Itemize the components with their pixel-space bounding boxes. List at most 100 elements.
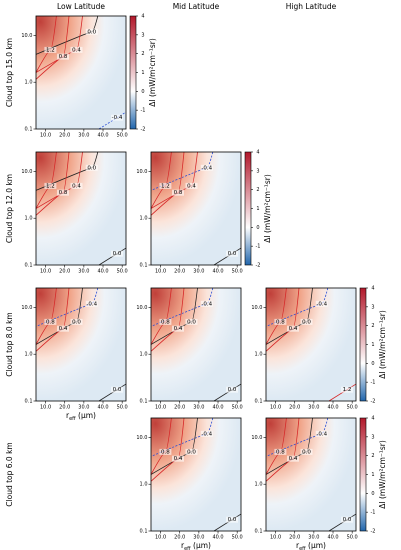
contour-label: 0.0 (87, 165, 96, 171)
colorbar-tick-label: 0 (371, 491, 374, 497)
contour-label: 0.8 (59, 54, 68, 60)
contour-label-bg (300, 318, 313, 325)
contour-label-bg (44, 318, 57, 325)
contour-label: 0.4 (289, 326, 298, 332)
colorbar-tick-label: 4 (141, 14, 144, 20)
contour-label: 0.4 (72, 183, 81, 189)
x-tick-label: 30.0 (78, 133, 89, 139)
heatmap (151, 288, 241, 401)
contour-label: 1.2 (46, 183, 55, 189)
colorbar-tick-label: 2 (371, 323, 374, 329)
contour-label: 0.0 (228, 387, 237, 393)
x-label-main: r (66, 411, 70, 420)
contour-label: -0.4 (316, 301, 327, 307)
x-axis-label: reff (μm) (66, 411, 96, 422)
y-tick-label: 10.0 (21, 33, 32, 39)
panel: -0.4 0.4 0.8 1.2 0.0 10.0 20.0 30.0 40.0 50.0 0.1 1… (136, 151, 243, 275)
contour-label-bg (159, 182, 172, 189)
contour-label-bg (341, 516, 353, 523)
colorbar-tick-label: 4 (371, 416, 374, 422)
x-tick-label: 40.0 (327, 535, 338, 541)
colorbar-tick-label: -2 (256, 263, 261, 269)
x-tick-label: 20.0 (174, 405, 185, 411)
contour-label: 0.0 (228, 517, 237, 523)
contour-label: 0.8 (59, 190, 68, 196)
contour-label: 0.0 (228, 251, 237, 257)
panel-frame (150, 287, 242, 402)
colorbar-tick-label: -2 (141, 127, 146, 133)
colorbar-tick-label: 1 (256, 206, 259, 212)
contour-label-bg (274, 448, 287, 455)
panel-frame (150, 151, 242, 266)
x-tick-label: 10.0 (155, 535, 166, 541)
colorbar-tick-label: 4 (256, 150, 259, 156)
contour-label-bg (57, 325, 69, 332)
contour-label-bg (85, 164, 98, 171)
x-axis-label: reff (μm) (296, 541, 326, 550)
x-tick-label: 10.0 (40, 269, 51, 275)
y-tick-label: 0.1 (140, 399, 148, 405)
colorbar-tick-label: 2 (141, 51, 144, 57)
colorbar (244, 151, 252, 266)
contour-label-bg (200, 300, 213, 307)
colorbar-label: ΔI (mW/m²cm⁻¹sr) (148, 38, 157, 107)
y-tick-label: 10.0 (136, 435, 147, 441)
y-tick-label: 10.0 (136, 169, 147, 175)
colorbar-tick-label: 1 (371, 472, 374, 478)
contour-label: 0.0 (302, 449, 311, 455)
panel: 0.0 0.4 0.8 1.2 0.0 10.0 20.0 30.0 40.0 50.0 0.1 1.… (21, 151, 128, 275)
contour-label-bg (85, 28, 98, 35)
x-tick-label: 40.0 (212, 535, 223, 541)
contour-label-bg (185, 182, 198, 189)
colorbar-tick-label: 3 (256, 168, 259, 174)
contour-label-bg (172, 189, 184, 196)
contour-label-bg (300, 448, 313, 455)
contour-label-bg (85, 300, 98, 307)
contour-line (265, 287, 329, 327)
y-tick-label: 10.0 (21, 169, 32, 175)
panel-frame (265, 287, 357, 402)
heatmap (151, 152, 241, 265)
heatmap (36, 152, 126, 265)
y-tick-label: 10.0 (251, 435, 262, 441)
contour-line (265, 417, 329, 457)
contour-label: 0.0 (113, 387, 122, 393)
x-tick-label: 40.0 (97, 133, 108, 139)
contour-label: 0.0 (302, 319, 311, 325)
colorbar (359, 417, 367, 532)
contour-label-bg (226, 250, 238, 257)
panel: -0.4 0.0 0.4 0.8 1.2 10.0 20.0 30.0 40.0 50.0 0.1 1… (251, 287, 358, 411)
x-label-main: r (296, 541, 300, 550)
colorbar (129, 15, 137, 130)
contour-label-bg (57, 189, 69, 196)
contour-label: 0.4 (59, 326, 68, 332)
x-tick-label: 50.0 (347, 405, 358, 411)
contour-line (150, 287, 214, 327)
colorbar-tick-label: 1 (141, 70, 144, 76)
x-axis-label: reff (μm) (181, 541, 211, 550)
y-tick-label: 0.1 (255, 529, 263, 535)
contour-line (150, 151, 214, 191)
colorbar-tick-label: 2 (256, 187, 259, 193)
x-tick-label: 20.0 (59, 269, 70, 275)
contour-label: 0.4 (289, 456, 298, 462)
colorbar-label: ΔI (mW/m²cm⁻¹sr) (263, 174, 272, 243)
contour-label-bg (200, 164, 213, 171)
contour-label: 0.8 (174, 190, 183, 196)
x-tick-label: 50.0 (232, 535, 243, 541)
heatmap (151, 418, 241, 531)
panel: 0.0 0.4 0.8 1.2 -0.4 10.0 20.0 30.0 40.0 50.0 0.1 1… (21, 15, 128, 139)
x-tick-label: 30.0 (193, 405, 204, 411)
contour-label: 1.2 (46, 47, 55, 53)
contour-label-bg (287, 455, 299, 462)
panel-frame (35, 151, 127, 266)
contour-label-bg (315, 300, 328, 307)
panel: -0.4 0.0 0.4 0.8 0.0 10.0 20.0 30.0 40.0 50.0 0.1 1… (136, 287, 243, 411)
heatmap (36, 288, 126, 401)
column-title: Low Latitude (57, 2, 105, 11)
contour-label: -0.4 (86, 301, 97, 307)
contour-label-bg (200, 430, 213, 437)
contour-label-bg (44, 182, 57, 189)
contour-label: 0.0 (87, 29, 96, 35)
